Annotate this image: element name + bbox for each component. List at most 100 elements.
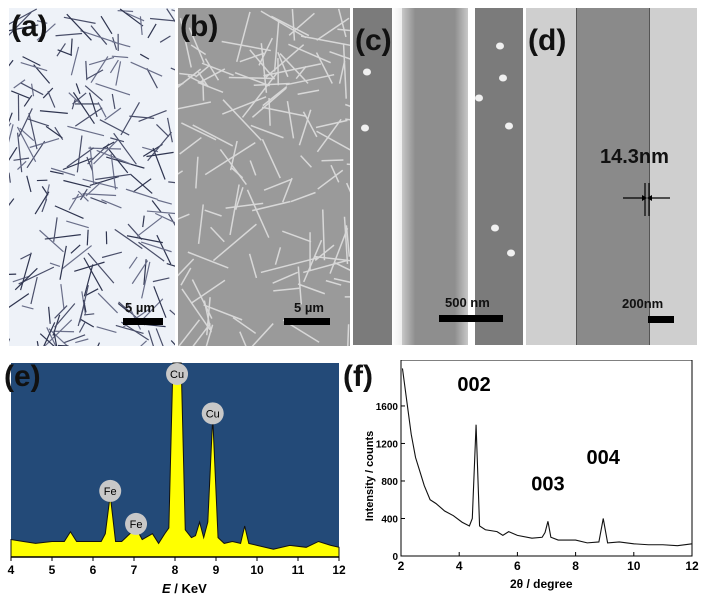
particle [361,124,369,132]
needle-crystal [79,284,89,323]
needle-crystal [20,252,32,291]
plate-crystal [192,124,234,147]
x-tick-label: 8 [172,563,179,577]
needle-crystal [39,229,64,253]
plate-crystal [250,124,284,139]
needle-crystal [86,69,104,80]
needle-crystal [83,313,95,316]
needle-crystal [72,92,95,124]
plate-crystal [321,209,326,261]
y-tick-label: 800 [381,477,398,488]
needle-crystal [56,43,66,57]
peak-label: 002 [457,374,490,396]
needle-crystal [115,324,144,335]
plate-crystal [204,209,222,217]
plate-crystal [202,79,205,101]
plate-crystal [261,106,307,118]
plate-crystal [262,86,288,107]
needle-crystal [110,137,125,143]
needle-crystal [66,147,94,168]
plate-crystal [221,40,271,52]
y-tick-label: 1200 [376,439,399,450]
needle-crystal [77,190,89,202]
plate-crystal [260,10,307,39]
x-tick-label: 6 [514,559,521,573]
needle-crystal [166,263,175,267]
plate-crystal [300,155,312,168]
plate-crystal [344,103,350,107]
plate-crystal [263,178,292,191]
needle-crystal [156,124,170,138]
plate-crystal [239,331,247,346]
needle-crystal [74,107,103,127]
needle-crystal [111,93,116,110]
plate-crystal [204,142,256,176]
needle-crystal [74,261,105,272]
plate-crystal [178,319,201,346]
plate-crystal [338,60,346,84]
plate-crystal [288,43,331,64]
needle-crystal [18,108,33,137]
xrd-line [401,368,693,547]
plate-crystal [333,277,350,283]
particles-overlay [361,42,515,257]
needle-crystal [89,146,95,185]
needle-crystal [20,62,48,72]
scale-bar-label-d: 200nm [622,296,664,311]
needle-crystal [27,118,50,127]
x-axis-label-unit: / KeV [170,581,207,596]
plate-crystal [329,227,349,274]
plate-crystal [230,167,244,179]
x-tick-label: 8 [572,559,579,573]
needle-crystal [149,17,175,22]
scale-bar-label-b: 5 µm [294,300,324,315]
crystal-band-dark [576,8,650,345]
plate-crystal [346,163,350,166]
needle-crystal [26,140,46,169]
particle [475,94,483,102]
needle-crystal [140,340,147,346]
needle-crystal [26,175,32,193]
plate-crystal [330,164,340,183]
plate-crystal [334,261,350,271]
plate-crystal [205,324,214,346]
needle-crystal [169,309,175,316]
needle-crystal [63,334,86,344]
plate-crystal [321,159,344,162]
plate-crystal [343,216,349,265]
needle-crystal [46,327,57,346]
needle-crystal [117,302,130,313]
needle-crystal [90,56,109,84]
plate-crystal [178,213,190,220]
plate-crystal [179,17,192,68]
plate-crystal [222,99,262,141]
plate-crystal [191,279,213,319]
panel-d-tem-image: (d) 14.3nm 200nm [526,8,697,345]
needle-crystal [87,252,115,284]
plate-crystal [300,35,350,47]
needle-crystal [129,115,155,120]
plate-crystal [297,89,320,96]
needle-crystal [157,199,172,205]
plate-crystal [246,189,270,238]
crystal-band [402,8,468,345]
plate-crystal [181,122,217,141]
needle-crystal [48,328,69,346]
needle-crystal [63,179,91,188]
xrd-pattern-chart: 2 4 6 8 10 12 0 400 800 1200 1600 002 003 004 [376,360,699,573]
plate-crystal [187,251,229,269]
panel-label-b: (b) [180,10,219,43]
needle-crystal [136,216,163,237]
needle-crystal [9,338,11,342]
needle-crystal [100,15,113,35]
needle-crystal [9,147,18,161]
panel-c-sem-single-crystal: (c) 500 nm [353,8,523,345]
needle-crystal [147,330,154,346]
needle-crystal [95,173,132,181]
x-tick-label: 10 [627,559,641,573]
plate-crystal [195,65,210,78]
peak-badge [166,363,189,385]
needle-crystal [39,110,68,114]
xrd-x-axis-label: 2θ / degree [510,577,573,591]
needle-crystal [104,107,122,121]
